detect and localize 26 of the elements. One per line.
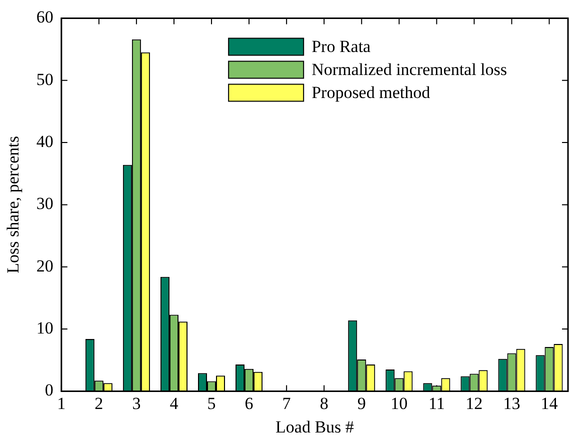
x-tick-label: 8 (320, 394, 328, 413)
y-axis-title: Loss share, percents (4, 136, 23, 274)
x-axis-title: Load Bus # (276, 417, 354, 436)
y-tick-label: 30 (36, 194, 54, 214)
y-tick-label: 40 (36, 132, 54, 151)
x-tick-label: 7 (282, 394, 292, 413)
legend-label: Proposed method (312, 83, 431, 102)
x-tick-label: 3 (132, 394, 141, 413)
x-tick-label: 6 (244, 394, 254, 413)
x-tick-label: 2 (94, 394, 104, 413)
y-tick-label: 20 (36, 256, 54, 276)
y-tick-label: 10 (36, 318, 54, 338)
y-tick-label: 50 (36, 70, 54, 89)
x-tick-label: 10 (390, 394, 408, 413)
x-tick-label: 12 (466, 394, 483, 413)
y-tick-label: 0 (44, 380, 54, 400)
y-tick-label: 60 (36, 8, 54, 27)
legend-label: Pro Rata (312, 37, 372, 56)
x-tick-label: 4 (170, 394, 179, 413)
x-tick-label: 1 (57, 394, 66, 413)
x-tick-label: 14 (540, 394, 558, 413)
x-tick-label: 5 (207, 394, 216, 413)
x-tick-label: 9 (357, 394, 366, 413)
legend-label: Normalized incremental loss (312, 60, 508, 80)
x-tick-label: 11 (428, 394, 445, 413)
x-tick-label: 13 (503, 394, 520, 413)
